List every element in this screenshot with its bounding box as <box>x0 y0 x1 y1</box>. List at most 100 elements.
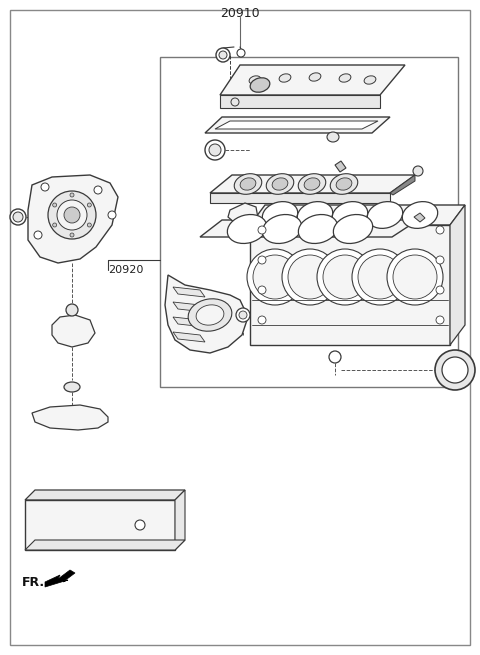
Ellipse shape <box>330 174 358 195</box>
Ellipse shape <box>339 74 351 82</box>
Circle shape <box>258 316 266 324</box>
Polygon shape <box>414 213 425 222</box>
Ellipse shape <box>266 174 294 195</box>
Circle shape <box>219 51 227 59</box>
Polygon shape <box>205 117 390 133</box>
Polygon shape <box>200 220 418 237</box>
Circle shape <box>13 212 23 222</box>
Circle shape <box>205 140 225 160</box>
Polygon shape <box>390 175 415 195</box>
Circle shape <box>10 209 26 225</box>
Polygon shape <box>25 500 175 550</box>
Circle shape <box>442 357 468 383</box>
Ellipse shape <box>262 202 298 229</box>
Ellipse shape <box>298 174 326 195</box>
Ellipse shape <box>279 74 291 82</box>
Circle shape <box>393 255 437 299</box>
Circle shape <box>66 304 78 316</box>
Polygon shape <box>210 193 390 203</box>
Polygon shape <box>450 205 465 345</box>
Circle shape <box>253 255 297 299</box>
Polygon shape <box>52 315 95 347</box>
Ellipse shape <box>327 132 339 142</box>
Circle shape <box>236 308 250 322</box>
Circle shape <box>87 223 91 227</box>
Circle shape <box>258 286 266 294</box>
Circle shape <box>94 186 102 194</box>
Ellipse shape <box>228 215 267 244</box>
Circle shape <box>317 249 373 305</box>
Text: 20920: 20920 <box>108 265 144 275</box>
Circle shape <box>41 183 49 191</box>
Polygon shape <box>32 405 108 430</box>
Polygon shape <box>175 490 185 550</box>
Circle shape <box>108 211 116 219</box>
Ellipse shape <box>336 178 352 190</box>
Ellipse shape <box>249 76 261 84</box>
Circle shape <box>436 316 444 324</box>
Circle shape <box>135 520 145 530</box>
Polygon shape <box>228 203 258 225</box>
Polygon shape <box>250 205 465 225</box>
Circle shape <box>57 200 87 230</box>
Ellipse shape <box>234 174 262 195</box>
Circle shape <box>288 255 332 299</box>
Polygon shape <box>173 302 205 312</box>
Polygon shape <box>25 490 185 500</box>
Circle shape <box>436 286 444 294</box>
Ellipse shape <box>188 299 232 331</box>
Polygon shape <box>173 317 205 327</box>
Circle shape <box>64 207 80 223</box>
Ellipse shape <box>196 305 224 325</box>
Circle shape <box>323 255 367 299</box>
Polygon shape <box>335 161 346 172</box>
Ellipse shape <box>333 215 372 244</box>
Circle shape <box>34 231 42 239</box>
Circle shape <box>237 49 245 57</box>
Text: FR.: FR. <box>22 576 45 590</box>
Circle shape <box>413 166 423 176</box>
Polygon shape <box>173 287 205 297</box>
Ellipse shape <box>304 178 320 190</box>
Ellipse shape <box>332 202 368 229</box>
Ellipse shape <box>367 202 403 229</box>
Circle shape <box>436 256 444 264</box>
Circle shape <box>216 48 230 62</box>
Polygon shape <box>25 540 185 550</box>
Circle shape <box>358 255 402 299</box>
Circle shape <box>435 350 475 390</box>
Circle shape <box>282 249 338 305</box>
Ellipse shape <box>402 202 438 229</box>
Bar <box>160 57 458 387</box>
Circle shape <box>387 249 443 305</box>
Polygon shape <box>165 275 248 353</box>
Text: 20910: 20910 <box>220 7 260 20</box>
Circle shape <box>87 203 91 207</box>
Circle shape <box>258 226 266 234</box>
Circle shape <box>53 203 57 207</box>
Circle shape <box>239 311 247 319</box>
Polygon shape <box>28 175 118 263</box>
Circle shape <box>48 191 96 239</box>
Ellipse shape <box>64 382 80 392</box>
Ellipse shape <box>263 215 301 244</box>
Ellipse shape <box>309 73 321 81</box>
Polygon shape <box>250 225 450 345</box>
Ellipse shape <box>297 202 333 229</box>
Circle shape <box>209 144 221 156</box>
Circle shape <box>329 351 341 363</box>
Circle shape <box>436 226 444 234</box>
Polygon shape <box>45 570 75 587</box>
Circle shape <box>231 98 239 106</box>
Circle shape <box>247 249 303 305</box>
Ellipse shape <box>364 76 376 84</box>
Polygon shape <box>215 121 378 129</box>
Circle shape <box>53 223 57 227</box>
Circle shape <box>352 249 408 305</box>
Polygon shape <box>220 65 405 95</box>
Circle shape <box>258 256 266 264</box>
Ellipse shape <box>272 178 288 190</box>
Ellipse shape <box>240 178 256 190</box>
Circle shape <box>70 233 74 237</box>
Polygon shape <box>220 95 380 108</box>
